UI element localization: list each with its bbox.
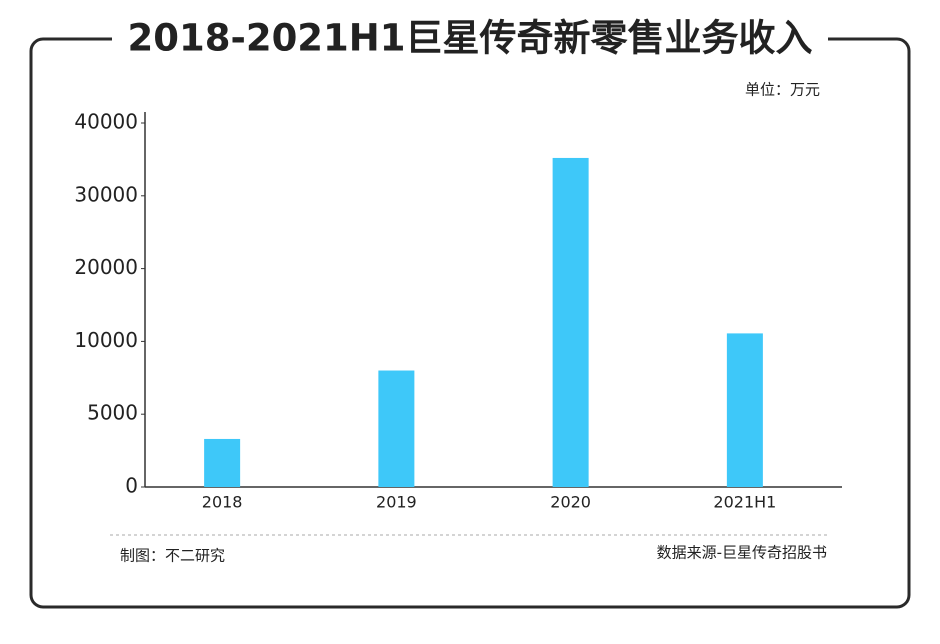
- title-backdrop: [112, 18, 828, 62]
- y-tick-label: 0: [125, 474, 138, 498]
- credit: 制图：不二研究: [120, 547, 225, 565]
- bar: [378, 370, 415, 487]
- x-tick-label: 2020: [550, 493, 591, 512]
- bar: [552, 157, 589, 487]
- y-tick-label: 10000: [74, 328, 138, 352]
- x-tick-label: 2019: [376, 493, 417, 512]
- bar: [726, 333, 763, 487]
- bar: [204, 438, 241, 487]
- x-tick-label: 2021H1: [713, 493, 776, 512]
- x-tick-label: 2018: [202, 493, 243, 512]
- y-tick-label: 20000: [74, 255, 138, 279]
- unit-note: 单位：万元: [745, 81, 820, 99]
- chart-title: 2018-2021H1巨星传奇新零售业务收入: [127, 17, 812, 60]
- y-tick-label: 30000: [74, 182, 138, 206]
- source: 数据来源-巨星传奇招股书: [657, 544, 827, 562]
- frame: [29, 37, 911, 609]
- y-tick-label: 40000: [74, 110, 138, 134]
- y-tick-label: 5000: [87, 401, 138, 425]
